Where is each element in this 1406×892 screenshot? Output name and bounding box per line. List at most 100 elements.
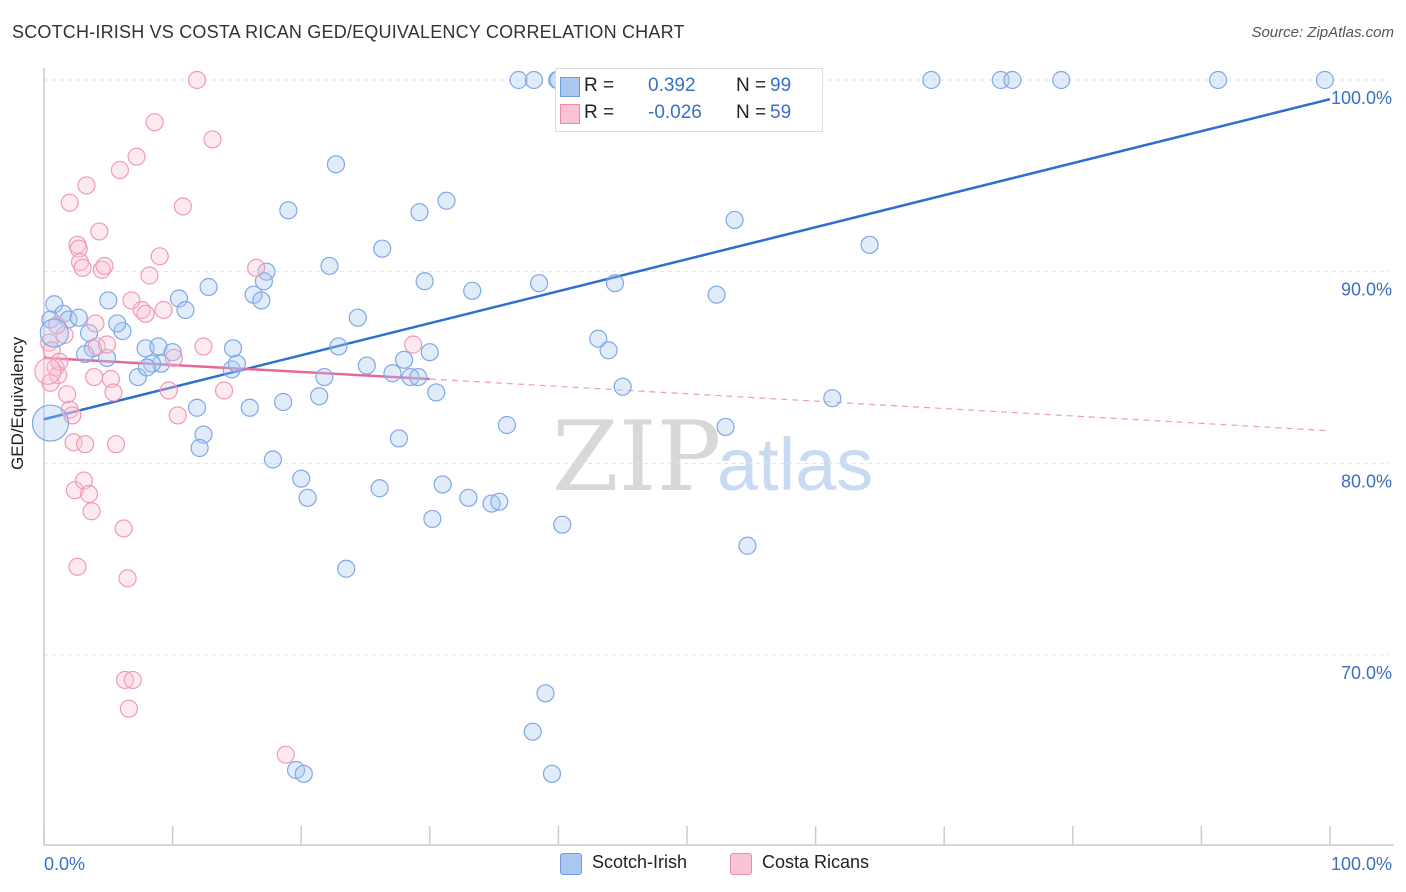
point-scotch-irish	[433, 475, 452, 494]
point-costa-ricans	[73, 258, 92, 277]
point-scotch-irish	[274, 392, 293, 412]
point-scotch-irish	[187, 398, 207, 417]
point-scotch-irish	[190, 438, 209, 458]
point-costa-ricans	[55, 325, 74, 345]
point-costa-ricans	[90, 222, 109, 241]
y-tick-label: 70.0%	[1341, 663, 1392, 683]
point-scotch-irish	[292, 469, 311, 488]
point-scotch-irish	[263, 450, 283, 469]
point-costa-ricans	[110, 160, 129, 180]
y-tick-label: 100.0%	[1331, 88, 1392, 108]
n-label: N =	[736, 75, 767, 96]
point-scotch-irish	[536, 684, 555, 703]
point-costa-ricans	[85, 367, 104, 387]
r-value: 0.392	[648, 75, 696, 96]
point-scotch-irish	[509, 70, 528, 90]
trend-line-scotch-irish	[43, 97, 1331, 421]
legend-item-scotch-irish[interactable]: Scotch-Irish	[560, 852, 688, 875]
point-scotch-irish	[860, 235, 879, 254]
point-costa-ricans	[60, 193, 79, 212]
point-costa-ricans	[49, 366, 68, 385]
stats-swatch-scotch-irish	[560, 77, 580, 97]
point-scotch-irish	[99, 291, 118, 310]
point-costa-ricans	[64, 433, 83, 452]
point-costa-ricans	[86, 314, 105, 333]
x-tick-label: 100.0%	[1331, 854, 1392, 874]
y-tick-label: 90.0%	[1341, 280, 1392, 300]
point-costa-ricans	[58, 385, 77, 404]
trend-lines	[43, 97, 1331, 432]
point-scotch-irish	[31, 404, 70, 442]
chart-title: SCOTCH-IRISH VS COSTA RICAN GED/EQUIVALE…	[12, 22, 685, 42]
point-scotch-irish	[315, 367, 334, 387]
source-note: Source: ZipAtlas.com	[1251, 24, 1394, 41]
point-scotch-irish	[490, 492, 509, 511]
point-costa-ricans	[150, 247, 169, 266]
point-costa-ricans	[140, 266, 159, 285]
point-costa-ricans	[136, 304, 155, 323]
point-costa-ricans	[127, 147, 146, 166]
point-scotch-irish	[310, 387, 329, 406]
tick-labels: 70.0% 80.0% 90.0% 100.0% 0.0% 100.0%	[44, 88, 1392, 874]
point-costa-ricans	[97, 335, 117, 354]
point-costa-ricans	[79, 484, 99, 504]
point-scotch-irish	[1003, 70, 1022, 90]
point-scotch-irish	[523, 722, 542, 741]
point-costa-ricans	[50, 352, 69, 371]
watermark-atlas: atlas	[717, 423, 873, 506]
point-scotch-irish	[279, 201, 298, 220]
legend-item-costa-ricans[interactable]: Costa Ricans	[730, 852, 869, 875]
point-scotch-irish	[199, 277, 218, 297]
watermark: ZIP atlas	[552, 401, 873, 513]
point-scotch-irish	[497, 415, 517, 435]
point-scotch-irish	[108, 314, 127, 333]
point-scotch-irish	[738, 536, 757, 555]
point-scotch-irish	[240, 398, 259, 417]
point-costa-ricans	[187, 70, 207, 90]
point-scotch-irish	[823, 389, 842, 408]
trend-line-costa-ricans	[43, 356, 430, 381]
point-scotch-irish	[383, 364, 402, 383]
point-costa-ricans	[95, 256, 114, 276]
point-scotch-irish	[922, 70, 941, 90]
point-costa-ricans	[123, 670, 142, 690]
point-costa-ricans	[247, 258, 266, 277]
point-scotch-irish	[137, 358, 156, 377]
point-scotch-irish	[389, 429, 409, 448]
point-costa-ricans	[154, 300, 173, 320]
gridlines	[44, 79, 1390, 656]
point-costa-ricans	[194, 337, 213, 356]
point-costa-ricans	[101, 369, 120, 389]
point-scotch-irish	[459, 488, 478, 507]
stats-box: R = 0.392 N = 99 R = -0.026 N = 59	[555, 68, 823, 132]
legend-swatch-costa-ricans	[730, 853, 752, 875]
point-costa-ricans	[164, 348, 183, 368]
point-scotch-irish	[394, 350, 414, 369]
point-scotch-irish	[524, 70, 544, 90]
stats-swatch-costa-ricans	[560, 104, 580, 124]
point-scotch-irish	[169, 289, 189, 308]
point-costa-ricans	[403, 335, 423, 354]
point-scotch-irish	[373, 239, 392, 258]
legend-label-scotch-irish: Scotch-Irish	[592, 852, 688, 872]
point-scotch-irish	[589, 329, 608, 348]
point-costa-ricans	[106, 435, 126, 454]
point-scotch-irish	[605, 274, 625, 293]
point-scotch-irish	[1209, 70, 1228, 90]
point-scotch-irish	[463, 281, 482, 300]
point-scotch-irish	[716, 417, 735, 437]
point-scotch-irish	[326, 155, 346, 174]
point-costa-ricans	[115, 670, 135, 690]
point-scotch-irish	[420, 343, 439, 362]
point-scotch-irish	[69, 308, 88, 327]
y-tick-label: 80.0%	[1341, 471, 1392, 491]
point-scotch-irish	[357, 356, 376, 375]
point-costa-ricans	[173, 197, 192, 216]
point-scotch-irish	[348, 308, 367, 327]
r-value: -0.026	[648, 102, 702, 123]
point-scotch-irish	[329, 337, 348, 356]
point-costa-ricans	[82, 502, 101, 521]
point-scotch-irish	[370, 479, 389, 498]
point-costa-ricans	[74, 471, 93, 490]
point-scotch-irish	[415, 272, 434, 291]
